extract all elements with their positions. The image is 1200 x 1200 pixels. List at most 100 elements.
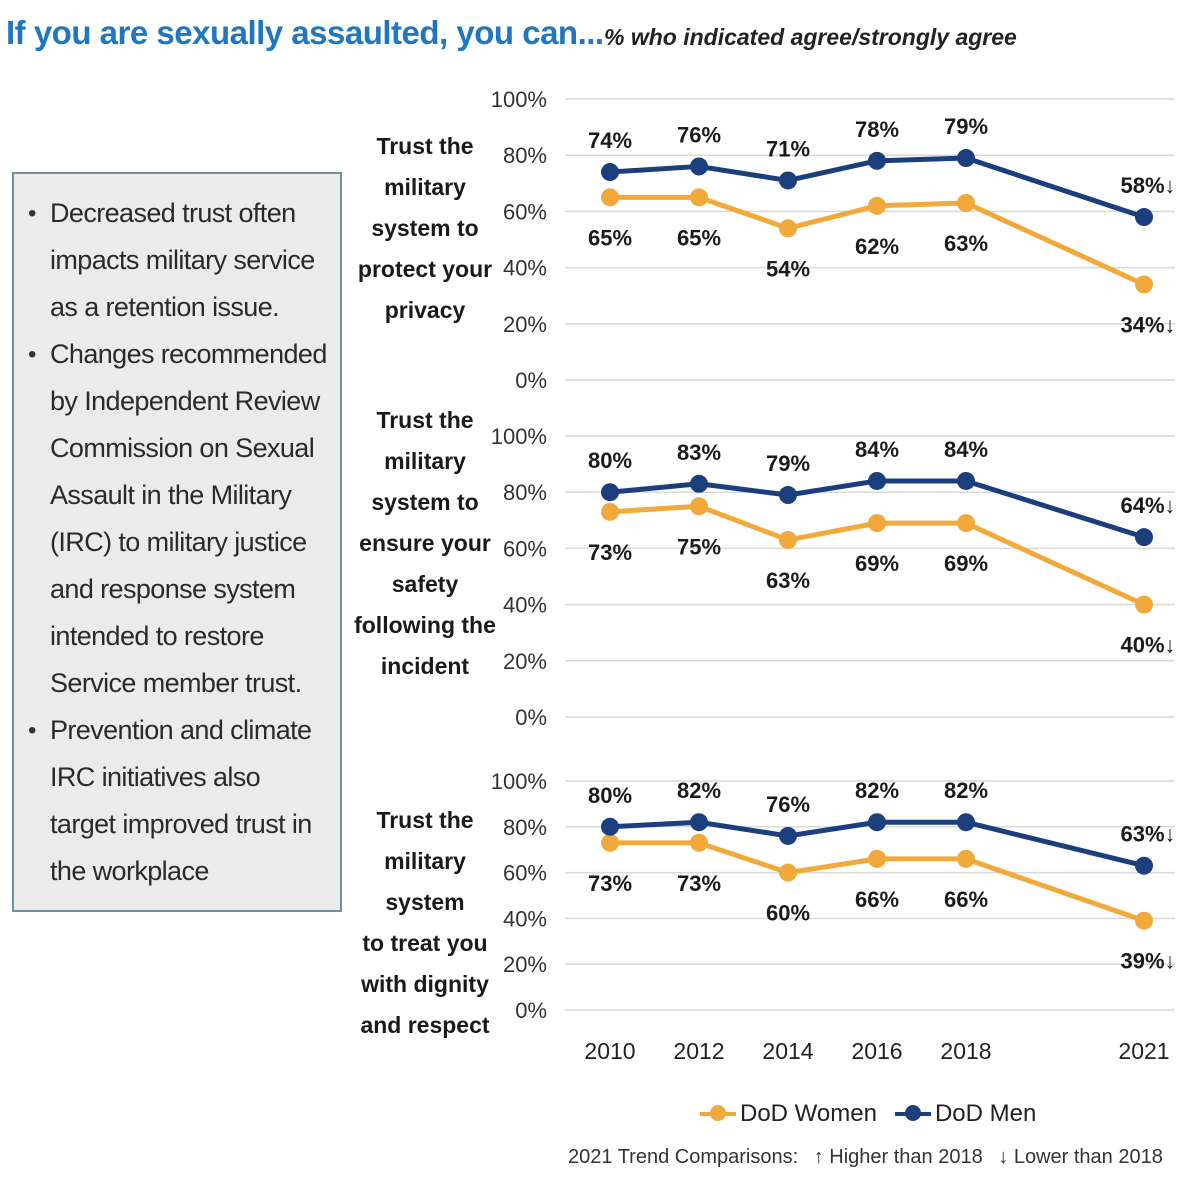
trend-note-lower: ↓ Lower than 2018	[998, 1146, 1163, 1168]
data-point-men	[1135, 208, 1153, 227]
trend-comparison-note: 2021 Trend Comparisons: ↑ Higher than 20…	[568, 1146, 1173, 1169]
y-tick-label: 40%	[503, 906, 547, 931]
data-label-men: 84%	[944, 437, 988, 462]
data-label-men: 79%	[766, 451, 810, 476]
data-label-women: 75%	[677, 534, 721, 559]
data-label-men: 76%	[766, 792, 810, 817]
legend-swatch-men	[894, 1105, 931, 1121]
panel-label-line: Trust the	[376, 407, 474, 433]
panel-label-line: system to	[371, 489, 479, 515]
chart-panel-0: 0% 20% 40% 60% 80% 100% 74% 76% 71% 78% 79% 58%↓ 65%…	[491, 87, 1176, 393]
chart-panel-2: 0% 20% 40% 60% 80% 100% 80% 82% 76% 82% 82% 63%↓ 73%…	[491, 769, 1176, 1064]
panel-label-line: incident	[380, 653, 470, 679]
data-point-men	[868, 151, 886, 170]
data-label-women: 39%↓	[1120, 949, 1175, 974]
data-point-men	[779, 826, 797, 845]
data-label-women: 63%	[944, 231, 988, 256]
data-label-women: 60%	[766, 901, 810, 926]
panel-label-line: following the	[354, 612, 496, 638]
data-label-women: 63%	[766, 568, 810, 593]
data-point-women	[779, 219, 797, 238]
data-label-women: 69%	[855, 551, 899, 576]
x-tick-label: 2021	[1118, 1038, 1169, 1064]
y-tick-label: 20%	[503, 312, 547, 337]
data-point-women	[690, 497, 708, 516]
legend-item-men: DoD Men	[894, 1100, 1037, 1128]
chart-subtitle: % who indicated agree/strongly agree	[604, 24, 1017, 50]
y-tick-label: 0%	[515, 368, 547, 393]
panel-label-dignity: Trust the military system to treat you w…	[350, 800, 500, 1046]
series-line-men	[609, 155, 1145, 220]
legend-label-women: DoD Women	[740, 1100, 877, 1127]
data-point-men	[1135, 856, 1153, 875]
panel-label-line: ensure your	[359, 530, 491, 556]
data-point-women	[868, 514, 886, 533]
y-tick-label: 80%	[503, 815, 547, 840]
data-label-women: 73%	[677, 871, 721, 896]
data-point-women	[601, 833, 619, 852]
panel-label-privacy: Trust the military system to protect you…	[350, 126, 500, 331]
data-point-women	[1135, 595, 1153, 614]
data-point-men	[957, 149, 975, 168]
data-point-men	[601, 483, 619, 502]
chart-panel-1: 0% 20% 40% 60% 80% 100% 80% 83% 79% 84% 84% 64%↓ 73%…	[491, 424, 1176, 730]
trend-note-label: 2021 Trend Comparisons:	[568, 1146, 799, 1168]
y-tick-label: 0%	[515, 998, 547, 1023]
data-point-women	[779, 863, 797, 882]
data-label-men: 84%	[855, 437, 899, 462]
data-label-men: 82%	[855, 778, 899, 803]
data-point-women	[957, 193, 975, 212]
y-tick-label: 100%	[491, 769, 547, 794]
legend-item-women: DoD Women	[700, 1100, 877, 1128]
data-label-women: 62%	[855, 234, 899, 259]
y-tick-label: 20%	[503, 649, 547, 674]
data-label-women: 65%	[677, 225, 721, 250]
data-label-men: 79%	[944, 114, 988, 139]
data-point-men	[601, 817, 619, 836]
panel-label-line: with dignity	[361, 971, 489, 997]
panel-label-line: safety	[391, 571, 459, 597]
legend-label-men: DoD Men	[934, 1100, 1037, 1127]
data-point-women	[1135, 911, 1153, 930]
data-point-men	[957, 471, 975, 490]
data-point-women	[957, 514, 975, 533]
data-label-women: 73%	[588, 540, 632, 565]
data-point-men	[601, 163, 619, 182]
data-label-women: 69%	[944, 551, 988, 576]
panel-label-line: to treat you	[362, 930, 488, 956]
data-label-women: 73%	[588, 871, 632, 896]
x-tick-label: 2014	[762, 1038, 813, 1064]
data-point-men	[868, 813, 886, 832]
note-item: Prevention and climate IRC initiatives a…	[28, 707, 330, 895]
trend-note-higher: ↑ Higher than 2018	[813, 1146, 983, 1168]
data-label-men: 76%	[677, 122, 721, 147]
panel-label-safety: Trust the military system to ensure your…	[350, 400, 500, 687]
data-point-women	[690, 188, 708, 207]
data-point-men	[690, 474, 708, 493]
data-point-women	[601, 502, 619, 521]
data-point-men	[690, 813, 708, 832]
data-point-women	[1135, 275, 1153, 294]
y-tick-label: 60%	[503, 536, 547, 561]
data-point-men	[779, 171, 797, 190]
y-tick-label: 20%	[503, 952, 547, 977]
y-tick-label: 80%	[503, 143, 547, 168]
data-point-women	[868, 849, 886, 868]
data-label-men: 80%	[588, 783, 632, 808]
data-point-men	[868, 471, 886, 490]
data-label-women: 54%	[766, 256, 810, 281]
panel-label-line: military	[384, 174, 466, 200]
data-label-men: 78%	[855, 117, 899, 142]
notes-list: Decreased trust often impacts military s…	[26, 190, 330, 895]
chart-legend: DoD Women DoD Men	[700, 1094, 1054, 1134]
data-label-women: 65%	[588, 225, 632, 250]
y-tick-label: 60%	[503, 861, 547, 886]
series-line-men	[609, 478, 1145, 540]
panel-label-line: system to	[371, 215, 479, 241]
series-line-men	[609, 819, 1145, 869]
y-tick-label: 0%	[515, 705, 547, 730]
panel-label-line: privacy	[384, 297, 466, 323]
data-point-women	[601, 188, 619, 207]
panel-label-line: Trust the	[376, 133, 474, 159]
